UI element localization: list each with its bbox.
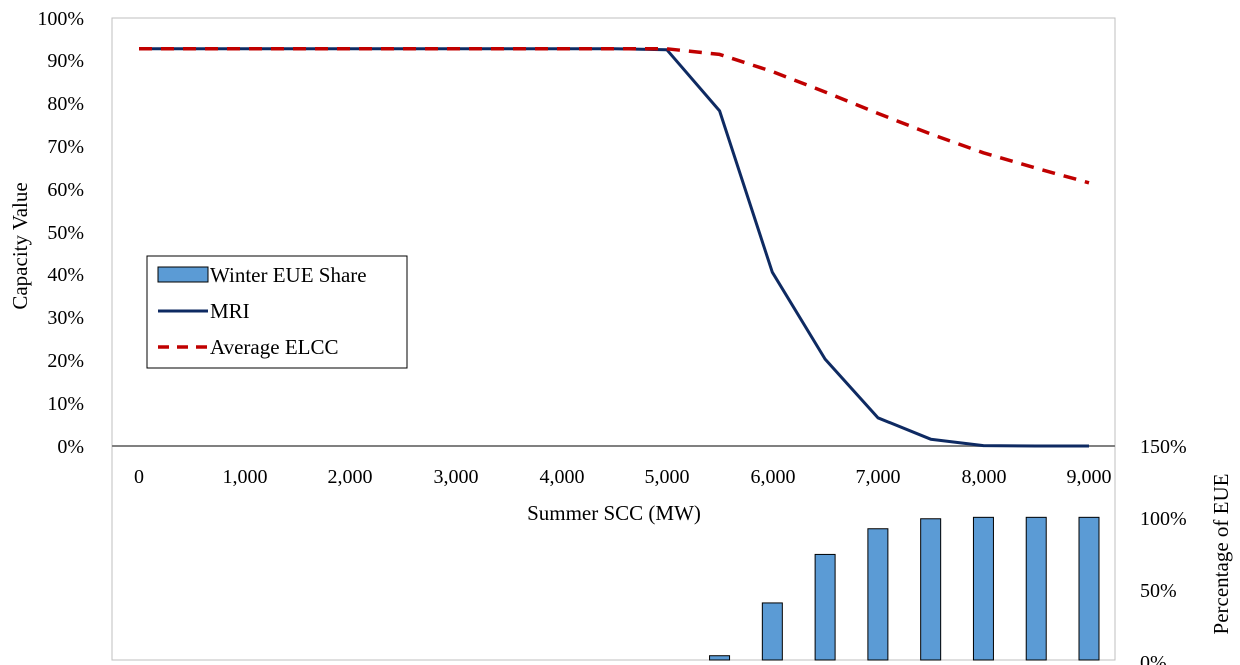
y-right-tick: 150% <box>1140 436 1187 458</box>
x-axis-title: Summer SCC (MW) <box>527 501 701 525</box>
bar-winter-eue-share <box>1078 516 1100 661</box>
y-tick: 0% <box>57 436 84 458</box>
legend: Winter EUE Share MRI Average ELCC <box>146 255 408 369</box>
bar-winter-eue-share <box>1025 516 1047 661</box>
legend-label-mri: MRI <box>210 299 250 323</box>
legend-swatch-winter-eue-share <box>157 266 209 283</box>
x-tick: 7,000 <box>856 466 901 488</box>
y-axis-title: Capacity Value <box>8 182 32 309</box>
y-right-tick: 50% <box>1140 580 1177 602</box>
y-tick: 100% <box>37 8 84 30</box>
x-tick: 3,000 <box>434 466 479 488</box>
x-tick: 8,000 <box>962 466 1007 488</box>
y-tick: 80% <box>47 93 84 115</box>
y-tick: 20% <box>47 350 84 372</box>
x-tick: 4,000 <box>540 466 585 488</box>
line-mri <box>139 47 1089 448</box>
bar-winter-eue-share <box>972 516 994 661</box>
y-tick: 90% <box>47 50 84 72</box>
plot-area <box>111 17 1116 661</box>
bar-winter-eue-share <box>867 528 889 661</box>
y-right-axis-title: Percentage of EUE <box>1209 474 1233 635</box>
line-series <box>139 47 1090 448</box>
y-right-tick: 100% <box>1140 508 1187 530</box>
y-right-tick: 0% <box>1140 652 1167 665</box>
legend-label-winter-eue-share: Winter EUE Share <box>210 263 367 287</box>
bar-series-winter-eue-share <box>709 516 1100 661</box>
bar-winter-eue-share <box>920 518 942 661</box>
y-tick: 30% <box>47 307 84 329</box>
bar-winter-eue-share <box>814 553 836 661</box>
bar-winter-eue-share <box>761 602 783 661</box>
y-tick: 60% <box>47 179 84 201</box>
line-average-elcc <box>139 47 1090 185</box>
x-tick: 0 <box>134 466 144 488</box>
y-axis-left: 0% 10% 20% 30% 40% 50% 60% 70% 80% 90% 1… <box>37 8 84 458</box>
legend-label-average-elcc: Average ELCC <box>210 335 338 359</box>
y-tick: 40% <box>47 264 84 286</box>
y-tick: 10% <box>47 393 84 415</box>
y-axis-right: 0% 50% 100% 150% <box>1140 436 1187 665</box>
x-tick: 2,000 <box>328 466 373 488</box>
bar-winter-eue-share <box>709 655 731 661</box>
x-tick: 5,000 <box>645 466 690 488</box>
y-tick: 70% <box>47 136 84 158</box>
x-tick: 1,000 <box>223 466 268 488</box>
x-axis: 0 1,000 2,000 3,000 4,000 5,000 6,000 7,… <box>134 466 1112 488</box>
x-tick: 9,000 <box>1067 466 1112 488</box>
y-tick: 50% <box>47 222 84 244</box>
x-tick: 6,000 <box>751 466 796 488</box>
